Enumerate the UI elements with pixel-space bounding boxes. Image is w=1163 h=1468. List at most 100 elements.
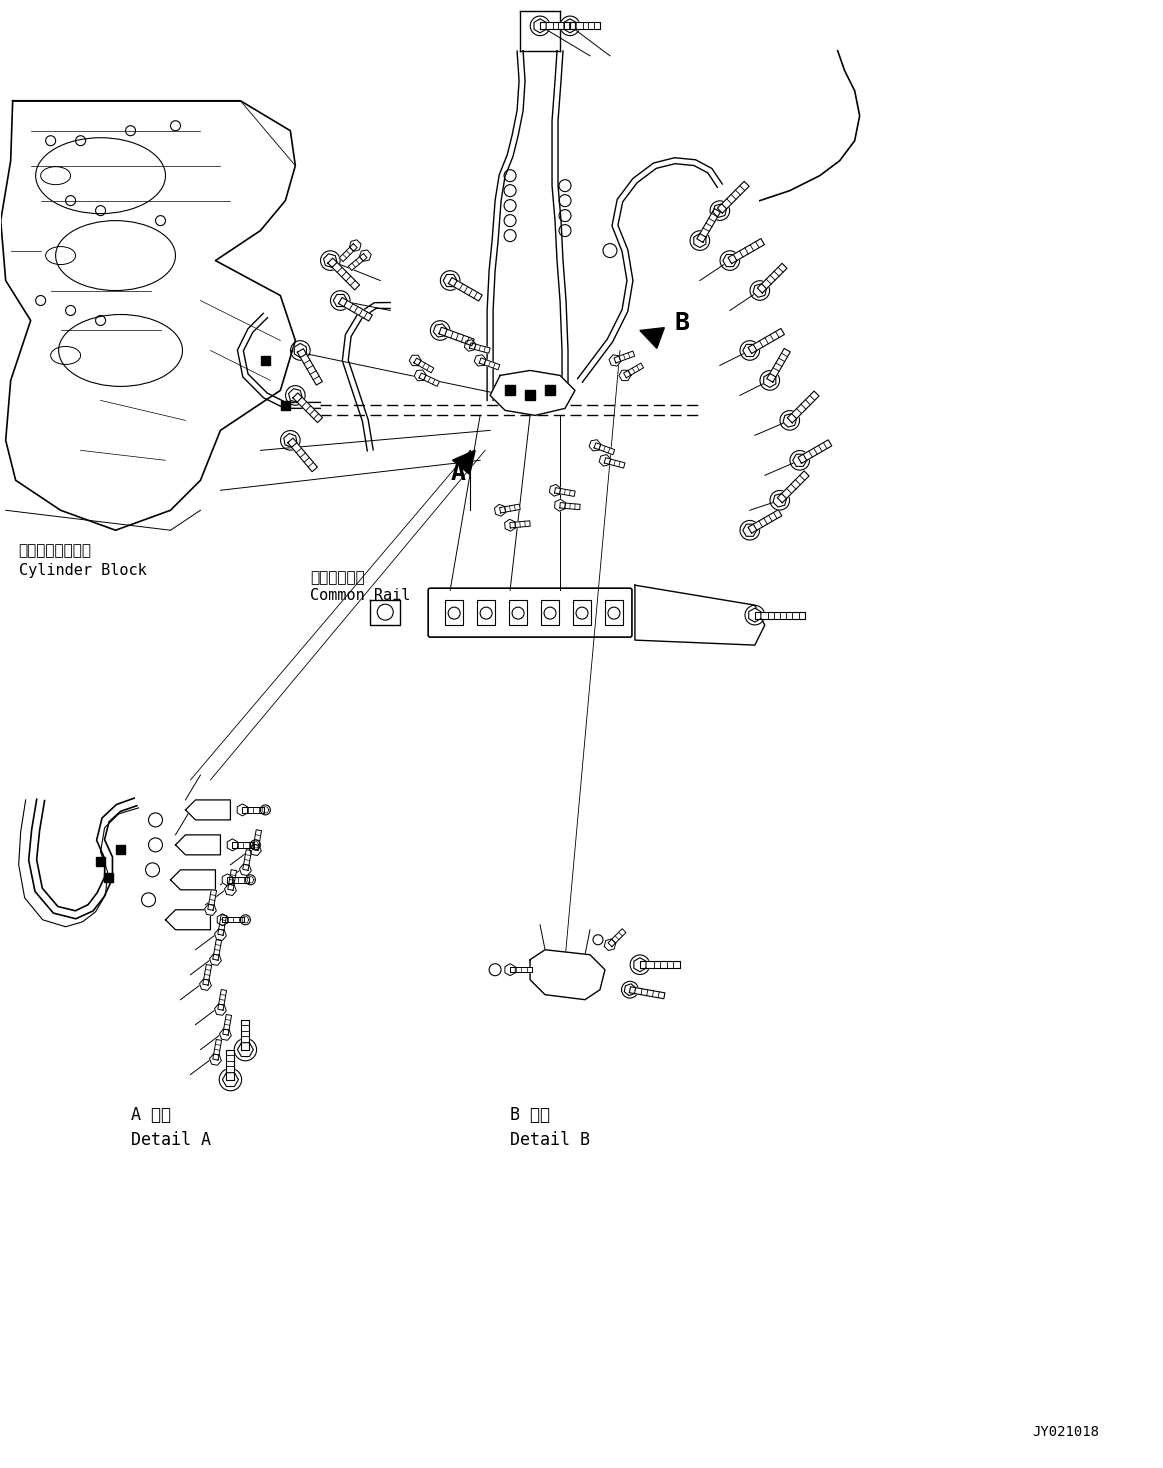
Polygon shape <box>250 844 262 856</box>
Polygon shape <box>414 358 434 373</box>
Polygon shape <box>793 454 807 467</box>
Polygon shape <box>293 393 322 423</box>
Polygon shape <box>479 358 500 370</box>
Polygon shape <box>237 804 248 816</box>
Polygon shape <box>284 433 297 448</box>
Polygon shape <box>564 19 576 32</box>
Polygon shape <box>605 458 625 468</box>
Polygon shape <box>718 182 749 213</box>
Polygon shape <box>237 1042 254 1057</box>
Polygon shape <box>748 509 782 533</box>
Bar <box>573 600 591 625</box>
Polygon shape <box>252 829 262 850</box>
Text: A: A <box>450 461 465 486</box>
Polygon shape <box>549 484 561 496</box>
Polygon shape <box>205 904 216 916</box>
Polygon shape <box>224 884 236 895</box>
Bar <box>261 355 270 366</box>
Polygon shape <box>233 843 255 847</box>
Bar <box>116 846 126 854</box>
Polygon shape <box>220 1029 231 1041</box>
Polygon shape <box>749 608 761 622</box>
Polygon shape <box>713 204 727 217</box>
Text: B: B <box>675 311 690 336</box>
Polygon shape <box>338 298 372 321</box>
Polygon shape <box>323 254 337 267</box>
Text: コモンレール: コモンレール <box>311 570 365 586</box>
Polygon shape <box>409 355 421 366</box>
Polygon shape <box>202 964 212 985</box>
Polygon shape <box>213 1039 222 1060</box>
Polygon shape <box>555 499 565 511</box>
Polygon shape <box>559 502 580 509</box>
Polygon shape <box>757 263 787 294</box>
Polygon shape <box>334 295 348 307</box>
Polygon shape <box>242 1020 249 1050</box>
Polygon shape <box>217 913 228 926</box>
Text: Cylinder Block: Cylinder Block <box>19 564 147 578</box>
Polygon shape <box>475 355 486 366</box>
Polygon shape <box>214 1004 227 1016</box>
Polygon shape <box>288 389 302 402</box>
Polygon shape <box>340 244 357 261</box>
Polygon shape <box>623 363 643 377</box>
Polygon shape <box>1 101 295 530</box>
Bar <box>525 390 535 401</box>
Polygon shape <box>625 984 635 995</box>
Polygon shape <box>590 440 601 451</box>
Polygon shape <box>222 1073 238 1086</box>
Text: シリンダブロック: シリンダブロック <box>19 543 92 558</box>
Polygon shape <box>217 989 227 1010</box>
Bar <box>605 600 623 625</box>
Polygon shape <box>608 929 626 947</box>
Bar <box>541 600 559 625</box>
Polygon shape <box>530 950 605 1000</box>
Text: Detail A: Detail A <box>130 1130 211 1148</box>
Polygon shape <box>619 370 632 380</box>
Text: JY021018: JY021018 <box>1033 1425 1099 1439</box>
Polygon shape <box>287 437 317 471</box>
Polygon shape <box>171 871 215 890</box>
Bar <box>445 600 463 625</box>
Polygon shape <box>449 277 483 301</box>
Polygon shape <box>773 493 786 506</box>
Polygon shape <box>764 373 776 388</box>
Text: B 詳細: B 詳細 <box>511 1105 550 1123</box>
Polygon shape <box>766 348 791 382</box>
Polygon shape <box>227 1050 235 1079</box>
Polygon shape <box>464 339 476 351</box>
Polygon shape <box>419 373 440 386</box>
Polygon shape <box>755 612 805 618</box>
Polygon shape <box>604 940 615 951</box>
Polygon shape <box>509 521 530 528</box>
Polygon shape <box>505 963 515 976</box>
Polygon shape <box>694 233 706 248</box>
Polygon shape <box>748 329 784 354</box>
Bar <box>97 857 105 866</box>
Polygon shape <box>452 451 476 474</box>
Polygon shape <box>629 986 665 998</box>
Polygon shape <box>798 440 832 464</box>
Polygon shape <box>209 954 221 966</box>
Polygon shape <box>634 957 645 972</box>
Polygon shape <box>298 349 322 385</box>
Polygon shape <box>697 208 720 242</box>
Bar <box>545 386 555 395</box>
Polygon shape <box>165 910 211 929</box>
Polygon shape <box>640 962 680 969</box>
Polygon shape <box>787 390 819 423</box>
Polygon shape <box>200 979 212 991</box>
Bar <box>280 401 290 410</box>
Polygon shape <box>511 967 531 972</box>
Polygon shape <box>470 344 490 354</box>
Polygon shape <box>555 487 576 496</box>
Bar <box>477 600 495 625</box>
Polygon shape <box>443 275 457 286</box>
Polygon shape <box>213 940 222 960</box>
Polygon shape <box>490 370 575 415</box>
Polygon shape <box>570 22 600 29</box>
FancyBboxPatch shape <box>428 589 632 637</box>
Polygon shape <box>635 586 765 644</box>
Polygon shape <box>242 807 264 813</box>
Polygon shape <box>228 876 249 882</box>
